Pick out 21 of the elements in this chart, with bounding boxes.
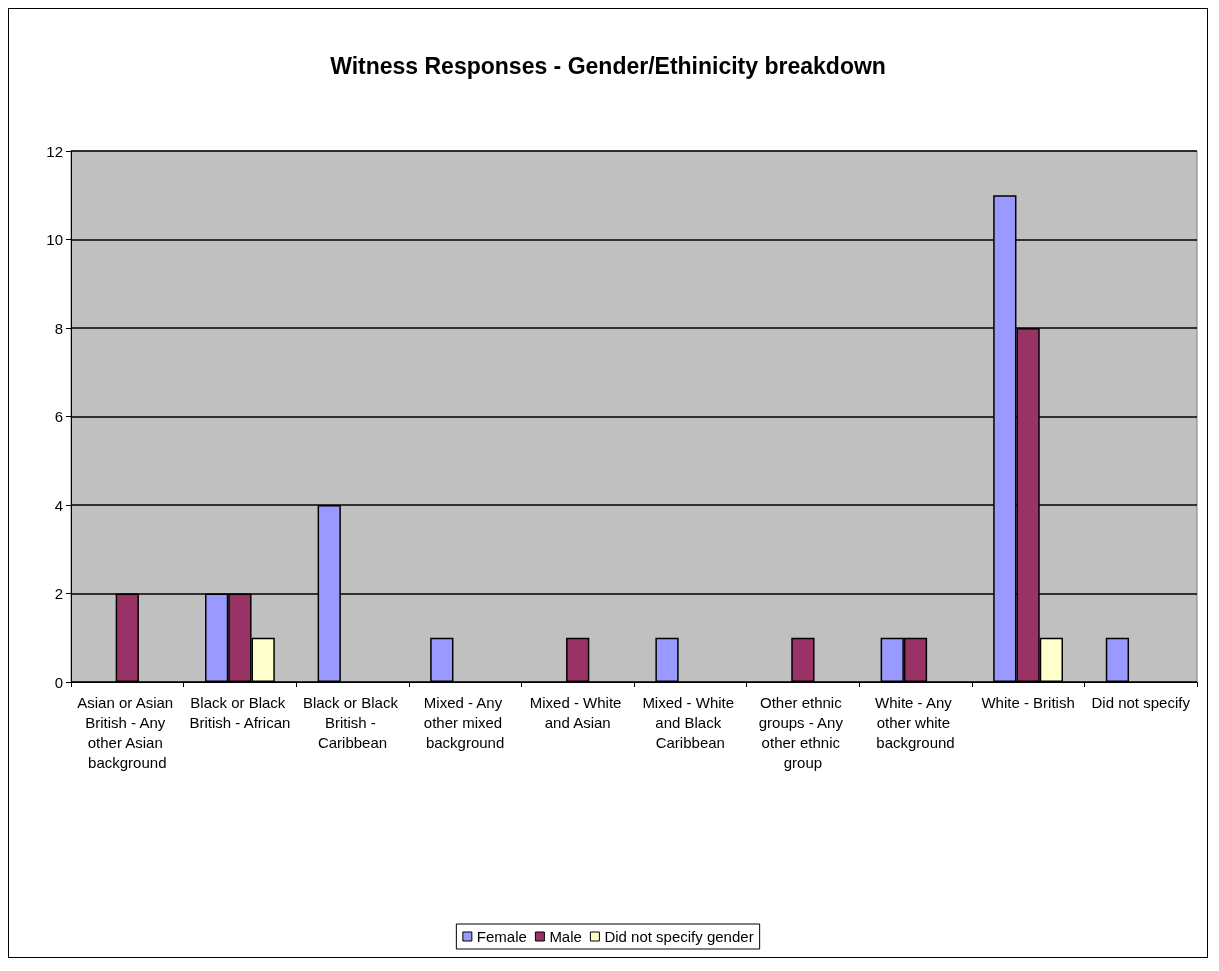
x-tick-label: Mixed - White and Black Caribbean — [642, 693, 739, 751]
legend-label: Male — [549, 928, 582, 945]
x-tick-label: White - British — [981, 693, 1075, 711]
y-tick-label: 2 — [54, 585, 63, 602]
x-tick-label: White - Any other white background — [875, 693, 956, 751]
y-tick-label: 10 — [46, 231, 63, 248]
x-tick-label: Mixed - White and Asian — [529, 693, 626, 731]
x-tick-label: Asian or Asian British - Any other Asian background — [77, 693, 178, 771]
x-tick-label: Black or Black British - African — [189, 693, 291, 731]
chart-title: Witness Responses - Gender/Ethinicity breakdown — [330, 52, 886, 79]
y-tick-label: 8 — [54, 319, 63, 337]
x-tick-label: Did not specify — [1091, 693, 1191, 711]
y-tick-label: 12 — [46, 142, 63, 160]
x-tick-label: Black or Black British - Caribbean — [302, 693, 403, 751]
x-tick-label: Other ethnic groups - Any other ethnic group — [758, 693, 848, 771]
x-tick-label: Mixed - Any other mixed background — [423, 693, 507, 751]
y-tick-label: 4 — [54, 496, 63, 514]
legend-label: Did not specify gender — [604, 928, 754, 945]
legend-label: Female — [476, 928, 527, 945]
y-tick-label: 6 — [54, 408, 63, 425]
y-tick-label: 0 — [54, 673, 63, 691]
